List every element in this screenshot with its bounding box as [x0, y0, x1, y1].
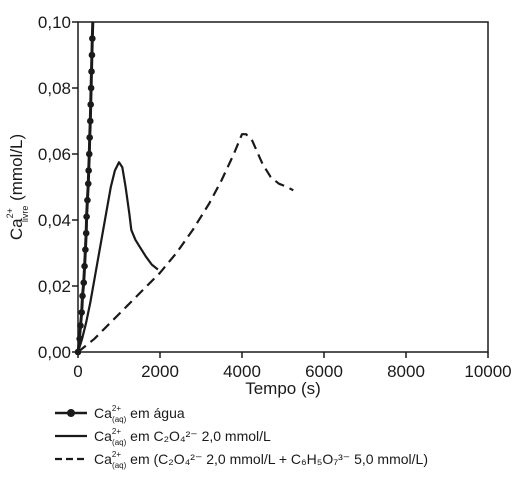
legend-label: Ca2+ (aq) em água	[94, 404, 185, 424]
legend-label: Ca2+ (aq) em (C₂O₄²⁻ 2,0 mmol/L + C₆H₅O₇³…	[94, 450, 428, 470]
legend-sub: (aq)	[112, 438, 127, 447]
legend-sub: (aq)	[112, 461, 127, 470]
y-axis-title: Ca2+ livre (mmol/L)	[5, 134, 30, 240]
plot-area: 0 2000 4000 6000 8000 10000 0,000,020,040,060…	[38, 13, 512, 381]
series-1-marker	[79, 292, 86, 300]
series-1-marker	[85, 167, 92, 174]
y-tick-label: 0,00	[38, 343, 71, 362]
legend-base: Ca	[94, 405, 112, 421]
series-1-marker	[80, 279, 88, 287]
x-axis-ticks: 0 2000 4000 6000 8000 10000	[73, 352, 512, 381]
x-tick-label: 4000	[223, 362, 261, 381]
y-axis-ticks: 0,00 0,02 0,04 0,06 0,08 0,10	[38, 13, 78, 362]
y-axis-title-unit: (mmol/L)	[7, 134, 26, 206]
legend-item: Ca2+ (aq) em (C₂O₄²⁻ 2,0 mmol/L + C₆H₅O₇³…	[55, 450, 428, 470]
series-1-marker	[84, 180, 92, 187]
series-1-marker	[88, 51, 96, 59]
series-1-marker	[85, 150, 93, 158]
y-tick-label: 0,06	[38, 145, 71, 164]
series-1-marker	[88, 68, 95, 75]
plot-frame	[77, 21, 489, 353]
series-2-line	[76, 161, 159, 353]
legend-marker	[67, 409, 75, 417]
legend-item: Ca2+ (aq) em C₂O₄²⁻ 2,0 mmol/L	[55, 427, 271, 447]
series-3-line	[77, 133, 294, 353]
y-tick-label: 0,02	[38, 277, 71, 296]
legend-sup: 2+	[112, 450, 121, 459]
legend-base: Ca	[94, 451, 112, 467]
series-1-marker	[87, 101, 95, 108]
series-1-marker	[86, 134, 93, 141]
legend-text: em C₂O₄²⁻ 2,0 mmol/L	[126, 428, 271, 444]
series-1-line	[76, 21, 95, 353]
x-tick-label: 10000	[464, 362, 511, 381]
y-axis-title-sub: livre	[20, 206, 30, 223]
y-tick-label: 0,04	[38, 211, 71, 230]
series-1-marker	[87, 117, 94, 125]
legend-text: em água	[126, 405, 185, 421]
series-1-marker	[89, 35, 96, 42]
x-tick-label: 8000	[387, 362, 425, 381]
y-axis-title-sup: 2+	[5, 208, 15, 218]
legend-item: Ca2+ (aq) em água	[55, 404, 185, 424]
series-layer	[74, 21, 294, 356]
x-tick-label: 2000	[141, 362, 179, 381]
legend-label: Ca2+ (aq) em C₂O₄²⁻ 2,0 mmol/L	[94, 427, 271, 447]
y-tick-label: 0,08	[38, 79, 71, 98]
legend-sub: (aq)	[112, 415, 127, 424]
legend-base: Ca	[94, 428, 112, 444]
y-axis-title-base: Ca	[7, 218, 26, 240]
series-1-marker	[87, 84, 95, 92]
legend-sup: 2+	[112, 404, 121, 413]
x-axis-title: Tempo (s)	[245, 379, 321, 398]
x-tick-label: 6000	[305, 362, 343, 381]
series-1-marker	[83, 213, 90, 220]
series-1-marker	[82, 229, 90, 237]
series-1-marker	[84, 196, 91, 204]
series-1-marker	[82, 246, 89, 253]
legend-text: em (C₂O₄²⁻ 2,0 mmol/L + C₆H₅O₇³⁻ 5,0 mmo…	[126, 451, 428, 467]
legend-sup: 2+	[112, 427, 121, 436]
x-tick-label: 0	[73, 362, 82, 381]
series-1-marker	[78, 309, 85, 316]
series-1-marker	[81, 262, 88, 270]
y-tick-label: 0,10	[38, 13, 71, 32]
svg-text:Ca2+livre (mmol/L): Ca2+ livre (mmol/L)	[5, 134, 30, 240]
series-1-marker	[77, 322, 84, 329]
